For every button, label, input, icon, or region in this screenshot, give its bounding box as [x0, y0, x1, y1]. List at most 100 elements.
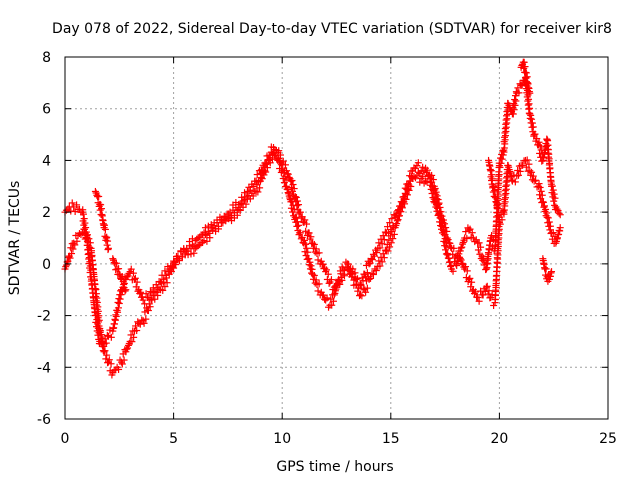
data-point	[468, 278, 476, 286]
data-point	[68, 199, 76, 207]
data-point	[510, 106, 518, 114]
data-point	[107, 333, 115, 341]
data-point	[432, 201, 440, 209]
data-point	[281, 172, 289, 180]
data-point	[429, 182, 437, 190]
data-point	[282, 176, 290, 184]
data-point	[97, 205, 105, 213]
data-point	[488, 175, 496, 183]
data-point	[95, 192, 103, 200]
data-point	[281, 161, 289, 169]
data-point	[82, 228, 90, 236]
data-point	[390, 230, 398, 238]
data-point	[362, 288, 370, 296]
data-point	[104, 237, 112, 245]
data-point	[93, 316, 101, 324]
data-point	[271, 151, 279, 159]
tick-label-layer: 0 5 10 15 20 25 -6 -4 -2 0 2 4 6 8	[37, 50, 617, 447]
data-point	[104, 244, 112, 252]
data-point	[482, 283, 490, 291]
data-point	[114, 308, 122, 316]
data-point	[79, 206, 87, 214]
data-point	[536, 183, 544, 191]
data-point	[328, 301, 336, 309]
data-point	[349, 265, 357, 273]
data-point	[296, 229, 304, 237]
data-point	[121, 287, 129, 295]
data-point	[183, 247, 191, 255]
data-point	[101, 347, 109, 355]
data-point	[511, 101, 519, 109]
data-point	[142, 290, 150, 298]
data-point	[339, 265, 347, 273]
plot-frame	[64, 56, 609, 420]
data-point	[276, 159, 284, 167]
data-point	[526, 89, 534, 97]
data-point	[102, 339, 110, 347]
data-point	[293, 218, 301, 226]
data-point	[306, 258, 314, 266]
data-point	[406, 177, 414, 185]
data-point	[138, 293, 146, 301]
data-point	[387, 239, 395, 247]
data-point	[249, 192, 257, 200]
data-point	[442, 239, 450, 247]
data-point	[475, 297, 483, 305]
data-point	[146, 303, 154, 311]
data-point	[512, 97, 520, 105]
data-point	[516, 167, 524, 175]
data-point	[544, 214, 552, 222]
data-point	[376, 244, 384, 252]
data-point	[519, 161, 527, 169]
data-point	[485, 287, 493, 295]
data-point	[141, 300, 149, 308]
data-point	[140, 319, 148, 327]
data-point	[280, 169, 288, 177]
data-point	[162, 274, 170, 282]
data-point	[351, 269, 359, 277]
data-point	[495, 171, 503, 179]
data-point	[123, 345, 131, 353]
data-point	[288, 177, 296, 185]
data-point	[115, 365, 123, 373]
data-point	[87, 266, 95, 274]
data-point	[375, 239, 383, 247]
data-point	[71, 241, 79, 249]
data-point	[535, 138, 543, 146]
data-point	[457, 244, 465, 252]
data-point	[439, 227, 447, 235]
data-point	[532, 176, 540, 184]
data-point	[495, 205, 503, 213]
data-point	[65, 253, 73, 261]
data-point	[496, 163, 504, 171]
data-point	[294, 221, 302, 229]
data-point	[292, 214, 300, 222]
data-point	[474, 293, 482, 301]
data-point	[319, 260, 327, 268]
data-point	[542, 205, 550, 213]
data-point	[107, 360, 115, 368]
data-point	[303, 220, 311, 228]
data-point	[69, 245, 77, 253]
data-point	[115, 265, 123, 273]
data-point	[266, 159, 274, 167]
data-point	[555, 209, 563, 217]
data-point	[73, 201, 81, 209]
data-point	[376, 262, 384, 270]
data-point	[553, 205, 561, 213]
data-point	[470, 290, 478, 298]
data-point	[329, 297, 337, 305]
data-point	[496, 220, 504, 228]
data-point	[494, 212, 502, 220]
data-point	[437, 218, 445, 226]
data-point	[304, 248, 312, 256]
data-point	[116, 295, 124, 303]
data-point	[385, 229, 393, 237]
data-point	[462, 263, 470, 271]
data-point	[442, 246, 450, 254]
data-point	[288, 197, 296, 205]
data-point	[537, 187, 545, 195]
data-point	[386, 219, 394, 227]
data-point	[441, 235, 449, 243]
data-point	[366, 259, 374, 267]
